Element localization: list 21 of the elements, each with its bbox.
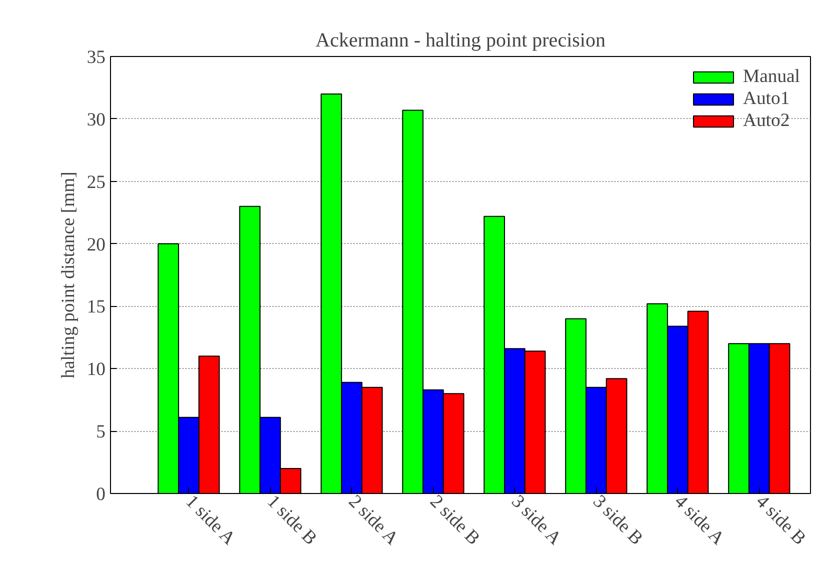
legend-label: Manual <box>743 66 800 88</box>
y-tick-label: 30 <box>86 109 106 130</box>
y-tick-label: 0 <box>96 484 106 505</box>
x-tick-label: 2 side A <box>344 491 403 550</box>
y-tick-label: 35 <box>86 47 106 68</box>
y-tick-label: 20 <box>86 234 106 256</box>
chart-title: Ackermann - halting point precision <box>316 30 606 52</box>
x-tick-label: 2 side B <box>426 491 484 550</box>
y-tick-label: 25 <box>86 172 106 193</box>
legend-label: Auto2 <box>743 110 790 132</box>
legend-label: Auto1 <box>743 88 790 110</box>
x-tick-label: 4 side A <box>670 491 729 550</box>
y-axis-title: halting point distance [mm] <box>58 172 79 378</box>
y-tick-label: 15 <box>86 296 106 318</box>
x-tick-label: 3 side B <box>588 491 647 550</box>
x-tick-label: 1 side B <box>262 491 321 550</box>
x-tick-label: 1 side A <box>181 491 240 550</box>
x-tick-label: 3 side A <box>507 491 566 550</box>
x-tick-label: 4 side B <box>752 491 810 550</box>
y-tick-label: 5 <box>96 422 106 443</box>
y-tick-label: 10 <box>86 359 106 380</box>
